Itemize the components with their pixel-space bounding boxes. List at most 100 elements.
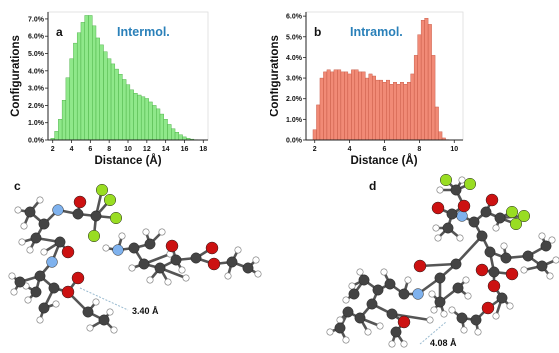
hydrogen-atom xyxy=(464,292,472,300)
bar-a-26 xyxy=(148,101,153,141)
carbon-atom xyxy=(536,260,548,272)
hydrogen-atom xyxy=(440,310,448,318)
bar-b-34 xyxy=(431,55,436,141)
histogram-intermolecular: 0.0% 1.0% 2.0% 3.0% 4.0% 5.0% 6.0% 7.0% 2 4 6 8 10 1… xyxy=(10,11,209,167)
hydrogen-atom xyxy=(8,272,16,280)
bar-b-20 xyxy=(382,81,387,141)
bar-b-24 xyxy=(396,84,401,141)
hydrogen-atom xyxy=(552,256,559,264)
y-axis-label-a: Configurations xyxy=(10,35,22,117)
carbon-atom xyxy=(480,206,492,218)
bar-b-0 xyxy=(312,129,317,141)
bar-b-12 xyxy=(354,69,359,141)
oxygen-atom xyxy=(207,257,221,271)
bar-a-11 xyxy=(92,25,97,141)
hydrogen-atom xyxy=(426,316,434,324)
carbon-atom xyxy=(476,230,488,242)
hydrogen-atom xyxy=(102,244,110,252)
hydrogen-atom xyxy=(10,288,18,296)
hydrogen-atom xyxy=(356,268,364,276)
carbon-atom xyxy=(342,306,354,318)
carbon-atom xyxy=(484,246,496,258)
hydrogen-atom xyxy=(182,274,190,282)
bar-b-31 xyxy=(420,20,425,141)
bar-b-18 xyxy=(375,79,380,141)
carbon-atom xyxy=(30,286,42,298)
hydrogen-atom xyxy=(460,326,468,334)
hydrogen-atom xyxy=(26,246,34,254)
bar-a-21 xyxy=(129,89,134,141)
hydrogen-atom xyxy=(110,326,118,334)
bar-a-15 xyxy=(107,58,112,141)
bar-b-25 xyxy=(399,81,404,141)
bar-a-3 xyxy=(61,100,67,141)
hydrogen-atom xyxy=(400,340,408,348)
oxygen-atom xyxy=(505,267,519,281)
y-tick-label-b-0: 0.0% xyxy=(286,138,303,145)
x-tick-label-a-2: 6 xyxy=(88,146,92,153)
bar-b-19 xyxy=(379,79,383,141)
hydrogen-atom xyxy=(158,228,166,236)
carbon-atom xyxy=(494,212,506,224)
x-tick-label-a-1: 4 xyxy=(70,146,74,153)
bar-a-16 xyxy=(110,63,116,141)
bar-a-9 xyxy=(84,15,89,141)
x-tick-label-a-0: 2 xyxy=(51,146,55,153)
bar-b-2 xyxy=(319,77,324,141)
x-axis-label-b: Distance (Å) xyxy=(350,154,417,167)
hydrogen-atom xyxy=(380,268,388,276)
hydrogen-atom xyxy=(18,238,26,246)
oxygen-atom xyxy=(61,245,75,259)
molecule-snapshot-c: c 3.40 Å xyxy=(8,179,262,334)
hydrogen-atom xyxy=(24,296,32,304)
bond xyxy=(454,234,484,266)
oxygen-atom xyxy=(61,285,75,299)
bar-b-27 xyxy=(406,81,411,141)
carbon-atom xyxy=(144,238,156,250)
y-tick-label-b-6: 6.0% xyxy=(286,14,303,21)
bar-a-25 xyxy=(144,98,149,141)
oxygen-atom xyxy=(431,201,445,215)
carbon-atom xyxy=(24,206,36,218)
hydrogen-atom xyxy=(432,224,440,232)
bar-a-1 xyxy=(54,131,59,141)
bar-b-4 xyxy=(326,69,331,141)
x-tick-label-a-6: 14 xyxy=(162,146,170,153)
fluorine-atom xyxy=(103,193,117,207)
bar-b-29 xyxy=(413,55,418,141)
nitrogen-atom xyxy=(46,256,58,268)
oxygen-atom xyxy=(485,193,499,207)
y-tick-label-b-3: 3.0% xyxy=(286,76,303,83)
bar-b-30 xyxy=(417,34,422,141)
bar-b-36 xyxy=(438,131,443,141)
hydrogen-atom xyxy=(142,228,150,236)
carbon-atom xyxy=(170,254,182,266)
y-tick-label-a-6: 6.0% xyxy=(28,34,45,41)
molecular-structure-c xyxy=(8,183,262,334)
hydrogen-atom xyxy=(430,306,438,314)
bar-a-20 xyxy=(125,84,131,141)
hydrogen-atom xyxy=(364,328,372,336)
carbon-atom xyxy=(348,288,360,300)
hydrogen-atom xyxy=(404,276,412,284)
bar-a-34 xyxy=(178,134,183,141)
hydrogen-atom xyxy=(348,282,356,290)
hydrogen-atom xyxy=(146,276,154,284)
hydrogen-atom xyxy=(462,276,470,284)
bar-a-17 xyxy=(114,68,119,141)
bar-a-8 xyxy=(80,22,85,141)
bar-b-17 xyxy=(372,75,376,141)
y-tick-label-a-3: 3.0% xyxy=(28,86,45,93)
hydrogen-atom xyxy=(164,278,172,286)
hydrogen-atom xyxy=(500,242,508,250)
bar-a-10 xyxy=(88,15,93,141)
plot-area-a: 0.0% 1.0% 2.0% 3.0% 4.0% 5.0% 6.0% 7.0% 2 4 6 8 10 1… xyxy=(28,11,209,153)
bar-a-2 xyxy=(58,119,63,141)
hydrogen-atom xyxy=(342,336,350,344)
bar-a-28 xyxy=(156,108,161,141)
histogram-intramolecular: 0.0% 1.0% 2.0% 3.0% 4.0% 5.0% 6.0% 2 4 6 8 10 b In… xyxy=(270,11,464,167)
carbon-atom xyxy=(98,314,110,326)
hydrogen-atom xyxy=(36,316,44,324)
panel-label-a: a xyxy=(56,25,63,39)
x-tick-label-a-8: 18 xyxy=(199,146,207,153)
